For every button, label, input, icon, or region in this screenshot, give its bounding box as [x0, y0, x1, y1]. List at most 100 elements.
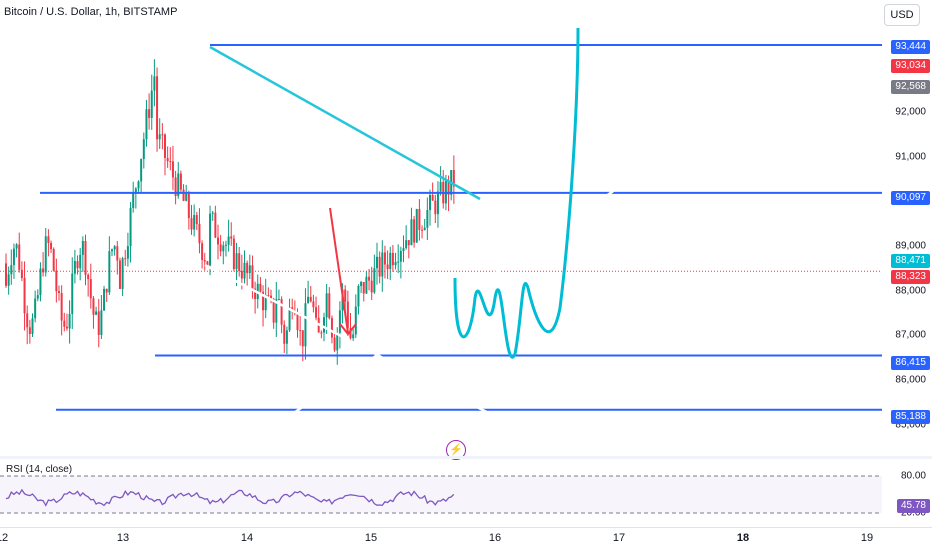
- candle-body: [346, 301, 349, 329]
- level-badge-86415: 86,415: [891, 356, 930, 370]
- candle-body: [230, 236, 233, 239]
- candle-body: [113, 246, 116, 250]
- level-badge-93444: 93,444: [891, 40, 930, 54]
- candle-body: [288, 307, 291, 331]
- candle-body: [243, 262, 246, 279]
- candle-body: [447, 180, 450, 195]
- candle-body: [68, 313, 71, 329]
- candle-body: [214, 212, 217, 238]
- candle-body: [299, 330, 302, 332]
- candle-body: [222, 245, 225, 252]
- candle-body: [277, 299, 280, 301]
- candle-body: [187, 193, 190, 219]
- price-chart[interactable]: [0, 28, 882, 458]
- time-label: 14: [240, 532, 254, 544]
- candle-body: [436, 191, 439, 215]
- candle-body: [179, 173, 182, 190]
- candle-body: [219, 244, 222, 252]
- rsi-line: [5, 488, 455, 507]
- candle-body: [206, 261, 209, 266]
- candle-body: [116, 246, 119, 261]
- candle-body: [325, 293, 328, 318]
- candle-body: [36, 295, 39, 299]
- candle-body: [423, 227, 426, 231]
- candle-body: [71, 273, 74, 314]
- candle-body: [166, 158, 169, 162]
- time-label: 16: [488, 532, 502, 544]
- candle-body: [399, 250, 402, 262]
- candle-body: [150, 90, 153, 118]
- time-axis-divider: [0, 527, 932, 528]
- candle-body: [267, 295, 270, 297]
- candle-body: [407, 240, 410, 246]
- candle-body: [164, 134, 166, 159]
- candle-body: [111, 249, 113, 252]
- candle-body: [224, 244, 227, 246]
- candle-body: [177, 173, 180, 197]
- candle-body: [344, 289, 347, 302]
- candle-body: [52, 249, 55, 271]
- candle-body: [333, 337, 336, 351]
- candle-body: [12, 248, 15, 266]
- candle-body: [285, 330, 288, 344]
- price-tick: 86,000: [895, 374, 926, 386]
- candle-body: [47, 236, 50, 243]
- trend-line: [209, 45, 481, 201]
- candle-body: [34, 298, 37, 319]
- candle-body: [105, 288, 108, 293]
- price-axis[interactable]: 92,000 91,000 89,000 88,000 87,000 86,00…: [882, 30, 932, 431]
- candle-body: [129, 207, 132, 247]
- pane-separator[interactable]: [0, 456, 932, 459]
- candle-body: [349, 328, 352, 339]
- candle-body: [323, 317, 325, 333]
- candle-body: [145, 109, 148, 140]
- white-trend-line: [204, 263, 501, 421]
- candle-body: [134, 188, 137, 194]
- candle-body: [238, 253, 241, 271]
- candle-body: [296, 313, 299, 331]
- candle-body: [248, 265, 251, 274]
- rsi-pane[interactable]: [0, 462, 882, 527]
- rsi-20-label: 20.00: [900, 507, 926, 519]
- candle-body: [394, 262, 397, 266]
- candle-body: [65, 326, 68, 329]
- time-label: 13: [116, 532, 130, 544]
- candle-body: [44, 236, 47, 273]
- currency-button[interactable]: USD: [884, 4, 920, 26]
- candle-body: [304, 303, 307, 347]
- candle-body: [336, 332, 339, 351]
- lightning-icon[interactable]: ⚡: [446, 440, 466, 460]
- price-tick: 87,000: [895, 329, 926, 341]
- high-badge: 93,034: [891, 59, 930, 73]
- candle-body: [182, 189, 185, 201]
- candle-body: [195, 215, 198, 224]
- candle-body: [386, 264, 389, 269]
- last-price-badge: 88,323: [891, 270, 930, 284]
- candle-body: [126, 246, 129, 259]
- candle-body: [270, 295, 272, 299]
- candle-body: [28, 327, 31, 334]
- candle-body: [373, 268, 376, 293]
- candle-body: [328, 293, 331, 319]
- candle-body: [354, 306, 357, 335]
- candle-body: [87, 274, 90, 280]
- candle-body: [137, 181, 140, 189]
- candle-body: [26, 313, 29, 328]
- candle-body: [383, 252, 386, 265]
- candle-body: [240, 270, 243, 279]
- candle-body: [50, 242, 53, 250]
- candle-body: [190, 218, 193, 230]
- price-tick: 91,000: [895, 151, 926, 163]
- candle-body: [201, 243, 204, 260]
- candle-body: [227, 236, 230, 245]
- candle-body: [39, 268, 42, 296]
- candle-body: [259, 283, 262, 292]
- candle-body: [352, 334, 355, 339]
- candle-body: [254, 288, 257, 300]
- candle-body: [370, 280, 373, 293]
- candle-body: [246, 262, 249, 274]
- candle-body: [193, 215, 196, 230]
- candle-body: [10, 265, 13, 275]
- candle-body: [275, 299, 278, 323]
